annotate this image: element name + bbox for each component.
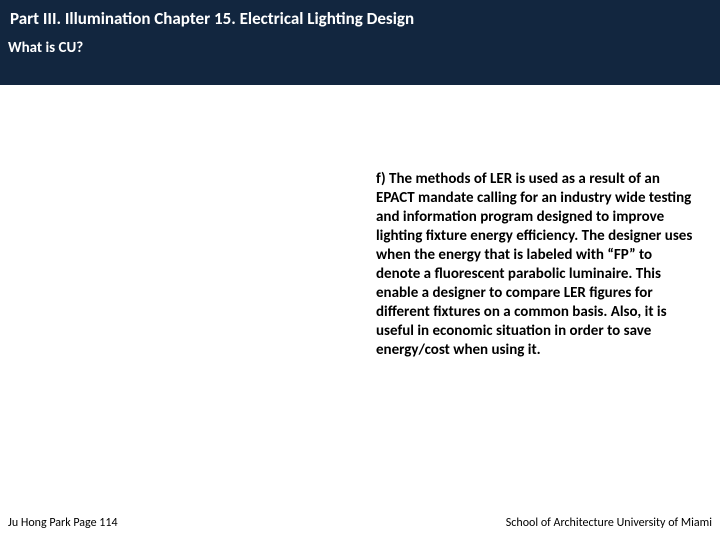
footer-author-page: Ju Hong Park Page 114 <box>8 516 118 530</box>
slide-header: Part III. Illumination Chapter 15. Elect… <box>0 0 720 85</box>
footer-school: School of Architecture University of Mia… <box>506 516 712 530</box>
chapter-title: Part III. Illumination Chapter 15. Elect… <box>0 0 720 35</box>
section-subtitle: What is CU? <box>0 35 720 67</box>
body-paragraph: f) The methods of LER is used as a resul… <box>376 170 696 360</box>
